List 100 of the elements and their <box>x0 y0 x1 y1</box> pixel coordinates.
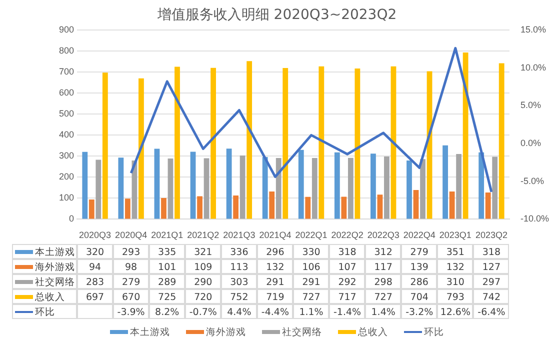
data-label: 742 <box>473 289 510 304</box>
bar <box>161 198 166 219</box>
bar <box>456 154 462 219</box>
data-label: 279 <box>113 274 150 289</box>
y-tick-label: 700 <box>58 66 74 77</box>
bar <box>348 158 354 219</box>
data-label: 107 <box>329 259 366 274</box>
data-label: 98 <box>113 259 150 274</box>
x-tick-label: 2022Q4 <box>403 230 436 240</box>
data-label: 292 <box>329 274 366 289</box>
bar <box>413 190 419 219</box>
bar <box>406 160 412 219</box>
data-label: 106 <box>293 259 330 274</box>
data-label: 289 <box>149 274 186 289</box>
data-label: 4.4% <box>221 304 258 319</box>
bar <box>240 156 246 219</box>
bar <box>204 158 210 219</box>
data-label: 94 <box>77 259 114 274</box>
data-label: -3.2% <box>401 304 438 319</box>
data-label: 303 <box>221 274 258 289</box>
data-label: 318 <box>473 244 510 259</box>
bar <box>262 156 268 219</box>
y-tick-label: 900 <box>58 24 74 34</box>
legend-label: 海外游戏 <box>12 259 78 274</box>
data-label: 109 <box>185 259 222 274</box>
bar <box>370 154 376 219</box>
chart-title: 增值服务收入明细 2020Q3~2023Q2 <box>156 6 398 24</box>
text: 环比 <box>35 307 55 318</box>
data-label: 717 <box>329 289 366 304</box>
data-label: 720 <box>185 289 222 304</box>
data-label: 727 <box>365 289 402 304</box>
bar <box>233 195 239 219</box>
bar <box>246 61 252 219</box>
data-label: 101 <box>149 259 186 274</box>
x-tick-label: 2021Q3 <box>223 230 256 240</box>
data-label: 727 <box>293 289 330 304</box>
data-label: 330 <box>293 244 330 259</box>
data-label: 752 <box>221 289 258 304</box>
y-tick-label: 400 <box>58 130 74 140</box>
x-tick-label: 2022Q3 <box>367 230 400 240</box>
data-label: 291 <box>257 274 294 289</box>
bar <box>312 158 318 219</box>
data-label: 286 <box>401 274 438 289</box>
bar <box>377 194 383 219</box>
legend-label: 总收入 <box>12 289 78 304</box>
legend-label: 社交网络 <box>12 274 78 289</box>
y2-tick-label: 5.0% <box>520 100 541 110</box>
data-label: 670 <box>113 289 150 304</box>
data-label: 793 <box>437 289 474 304</box>
data-label: 1.1% <box>293 304 330 319</box>
data-label: 291 <box>293 274 330 289</box>
y2-tick-label: -10.0% <box>520 214 550 224</box>
bar <box>334 152 340 219</box>
bar <box>298 150 304 219</box>
data-label: -3.9% <box>113 304 150 319</box>
bar <box>226 148 232 219</box>
bar <box>420 159 426 219</box>
bar <box>492 156 498 219</box>
y2-tick-label: 15.0% <box>520 24 546 34</box>
x-tick-label: 2023Q1 <box>439 230 472 240</box>
data-label: -4.4% <box>257 304 294 319</box>
data-label: 351 <box>437 244 474 259</box>
x-tick-label: 2021Q4 <box>259 230 292 240</box>
data-label: 113 <box>221 259 258 274</box>
text: 海外游戏 <box>206 327 246 338</box>
data-label: -6.4% <box>473 304 510 319</box>
data-label: 12.6% <box>437 304 474 319</box>
data-label: 312 <box>365 244 402 259</box>
bar <box>154 148 160 219</box>
y-tick-label: 500 <box>58 108 74 119</box>
bar <box>478 152 484 219</box>
data-label: 704 <box>401 289 438 304</box>
bar <box>102 72 108 219</box>
y-tick-label: 800 <box>58 46 74 56</box>
bar <box>498 63 504 219</box>
bar <box>341 196 347 219</box>
text: 本土游戏 <box>130 327 170 338</box>
bar <box>124 198 130 219</box>
data-label: 719 <box>257 289 294 304</box>
y-tick-label: 0 <box>69 214 74 224</box>
data-label: 298 <box>365 274 402 289</box>
bar <box>174 66 180 219</box>
bar <box>282 68 288 219</box>
bar <box>96 160 102 219</box>
data-label: 117 <box>365 259 402 274</box>
x-tick-label: 2020Q4 <box>115 230 148 240</box>
data-label: 335 <box>149 244 186 259</box>
bar <box>449 191 455 219</box>
y2-tick-label: 10.0% <box>520 62 546 72</box>
bar <box>197 196 202 219</box>
data-label: 132 <box>437 259 474 274</box>
data-label: 697 <box>77 289 114 304</box>
x-tick-label: 2023Q2 <box>475 230 508 240</box>
data-label: 725 <box>149 289 186 304</box>
y-tick-label: 200 <box>58 172 74 182</box>
bar <box>442 145 448 219</box>
data-label: -1.4% <box>329 304 366 319</box>
data-label: 336 <box>221 244 258 259</box>
data-label: 293 <box>113 244 150 259</box>
text: 社交网络 <box>282 327 322 338</box>
